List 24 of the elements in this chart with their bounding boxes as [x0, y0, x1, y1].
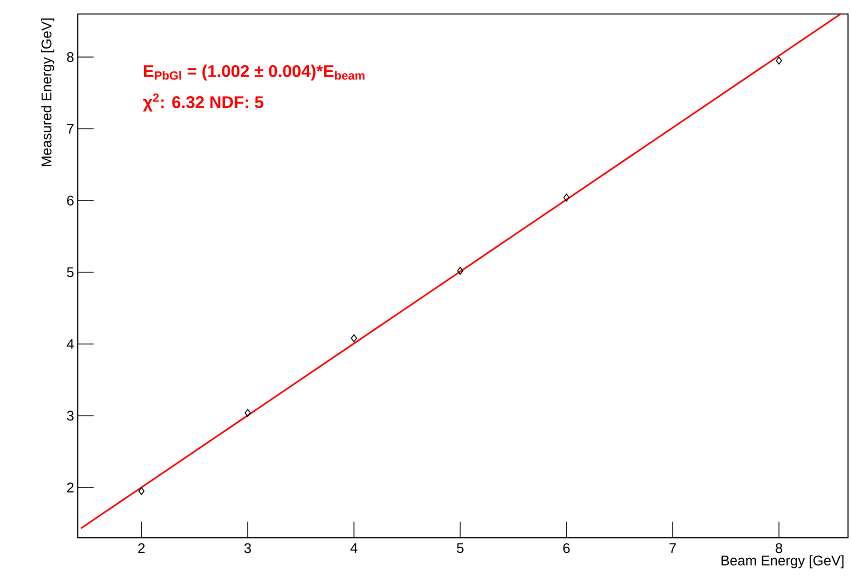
x-axis-title: Beam Energy [GeV]	[722, 555, 844, 568]
x-tick-label: 2	[138, 543, 145, 553]
y-tick-label: 8	[67, 52, 74, 62]
point	[350, 334, 358, 342]
x-tick-label: 5	[456, 543, 464, 553]
y-tick-label: 7	[67, 124, 74, 134]
x-tick-label: 7	[670, 543, 676, 553]
x-tick-label: 3	[244, 543, 251, 554]
y-tick-label: 5	[66, 267, 74, 278]
x-tick-label: 6	[563, 543, 570, 554]
point	[776, 56, 782, 65]
x-tick-label: 8	[776, 543, 782, 554]
point	[138, 487, 145, 496]
x-tick-label: 4	[350, 543, 358, 553]
point	[244, 408, 251, 417]
y-tick-label: 6	[67, 196, 74, 206]
y-tick-label: 4	[66, 339, 74, 349]
y-axis-title: Measured Energy [GeV]	[41, 18, 54, 166]
annotation: χ$^{2}$: 6.32 NDF: 5	[142, 93, 264, 112]
point	[563, 194, 570, 202]
point	[457, 266, 464, 275]
y-tick-label: 2	[67, 482, 74, 492]
annotation: E$_{PbGl}$ = (1.002 ± 0.004)*E$_{beam}$	[144, 64, 364, 80]
y-tick-label: 3	[66, 410, 74, 421]
